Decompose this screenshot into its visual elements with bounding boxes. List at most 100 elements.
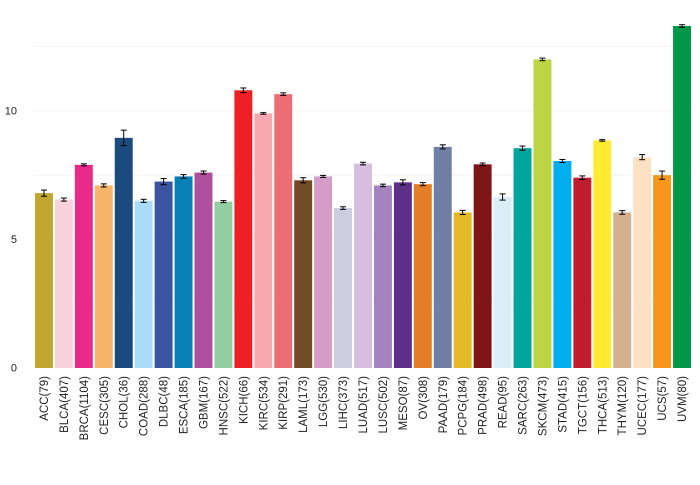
error-bar	[320, 174, 327, 178]
x-tick-label: UVM(80)	[677, 376, 689, 422]
error-bar	[260, 112, 267, 115]
x-tick-label: PRAD(498)	[478, 376, 490, 435]
x-tick-label: TGCT(156)	[577, 376, 589, 434]
bar-coad	[134, 200, 153, 368]
error-bar	[140, 198, 147, 203]
bar-blca	[54, 199, 73, 368]
x-tick-label: READ(95)	[498, 376, 510, 429]
bar-lihc	[334, 208, 353, 368]
x-tick-label: GBM(167)	[198, 376, 210, 429]
x-tick-label: SKCM(473)	[537, 376, 549, 436]
x-tick-label: UCEC(177)	[637, 376, 649, 436]
y-axis-ticks: 0 5 10	[5, 105, 17, 374]
error-bar	[80, 163, 87, 167]
error-bar	[559, 158, 566, 164]
bar-meso	[393, 182, 412, 368]
bars	[35, 26, 691, 369]
x-tick-label: LIHC(373)	[338, 376, 350, 429]
x-tick-label: LUSC(502)	[378, 376, 390, 434]
error-bar	[599, 139, 606, 142]
x-tick-label: COAD(288)	[139, 376, 151, 436]
x-tick-label: KIRC(534)	[258, 376, 270, 430]
error-bar	[100, 183, 107, 188]
x-tick-label: HNSC(522)	[218, 376, 230, 436]
error-bar	[479, 162, 486, 167]
bar-cesc	[94, 185, 113, 368]
bar-acc	[35, 193, 53, 368]
error-bar	[200, 170, 207, 175]
error-bar	[360, 161, 366, 166]
bar-paad	[433, 146, 452, 368]
error-bar	[160, 177, 167, 186]
bar-prad	[473, 164, 492, 368]
error-bar	[60, 197, 67, 202]
error-bar	[539, 57, 546, 62]
bar-ov	[413, 184, 432, 368]
x-tick-label: DLBC(48)	[159, 376, 171, 427]
x-tick-label: PAAD(179)	[438, 376, 450, 433]
x-tick-label: KIRP(291)	[278, 376, 290, 430]
bar-uvm	[673, 26, 691, 368]
bar-thym	[613, 212, 632, 368]
bar-gbm	[194, 172, 213, 368]
error-bar	[419, 182, 426, 187]
error-bar	[180, 174, 187, 179]
bar-laml	[294, 180, 313, 368]
bar-chol	[114, 137, 133, 368]
bar-lgg	[314, 176, 333, 368]
x-tick-label: PCPG(184)	[458, 376, 470, 436]
error-bar	[120, 129, 127, 147]
bar-sarc	[513, 148, 532, 368]
error-bar	[220, 200, 227, 204]
error-bar	[519, 145, 526, 151]
bar-brca	[74, 164, 93, 368]
x-tick-label: LUAD(517)	[358, 376, 370, 434]
bar-skcm	[533, 59, 552, 369]
x-tick-label: ESCA(185)	[179, 376, 191, 434]
y-tick-label: 5	[11, 234, 17, 246]
x-tick-label: MESO(87)	[398, 376, 410, 430]
bar-kirp	[274, 94, 293, 369]
error-bar	[340, 206, 347, 210]
error-bar	[40, 189, 47, 197]
x-tick-label: STAD(415)	[557, 376, 569, 433]
error-bars	[40, 24, 686, 215]
bar-kich	[234, 90, 253, 369]
error-bar	[499, 193, 506, 201]
x-axis-ticks: ACC(79) BLCA(407) BRCA(1104) CESC(305) CHOL(…	[39, 376, 689, 441]
x-tick-label: OV(308)	[418, 376, 430, 420]
x-tick-label: KICH(66)	[238, 376, 250, 424]
y-tick-label: 0	[11, 363, 17, 375]
x-tick-label: ACC(79)	[39, 376, 51, 421]
y-tick-label: 10	[5, 105, 17, 117]
error-bar	[619, 210, 626, 215]
x-tick-label: CESC(305)	[99, 376, 111, 435]
x-tick-label: BLCA(407)	[59, 376, 71, 433]
error-bar	[300, 177, 307, 184]
error-bar	[459, 209, 466, 215]
bar-thca	[593, 140, 612, 368]
bar-tgct	[573, 177, 592, 368]
x-tick-label: LAML(173)	[298, 376, 310, 433]
error-bar	[639, 154, 646, 161]
bar-hnsc	[214, 201, 233, 368]
bar-stad	[553, 161, 572, 368]
bar-lusc	[373, 185, 392, 368]
bar-dlbc	[154, 181, 173, 368]
x-tick-label: BRCA(1104)	[79, 376, 91, 441]
x-tick-label: THCA(513)	[597, 376, 609, 434]
error-bar	[659, 170, 666, 180]
x-tick-label: CHOL(36)	[119, 376, 131, 429]
bar-read	[493, 197, 512, 368]
x-tick-label: LGG(530)	[318, 376, 330, 427]
error-bar	[379, 183, 386, 188]
x-tick-label: SARC(263)	[518, 376, 530, 435]
error-bar	[679, 24, 686, 28]
error-bar	[280, 92, 287, 96]
error-bar	[579, 175, 586, 181]
bar-ucec	[633, 157, 652, 368]
bar-ucs	[653, 175, 672, 368]
error-bar	[240, 87, 247, 94]
